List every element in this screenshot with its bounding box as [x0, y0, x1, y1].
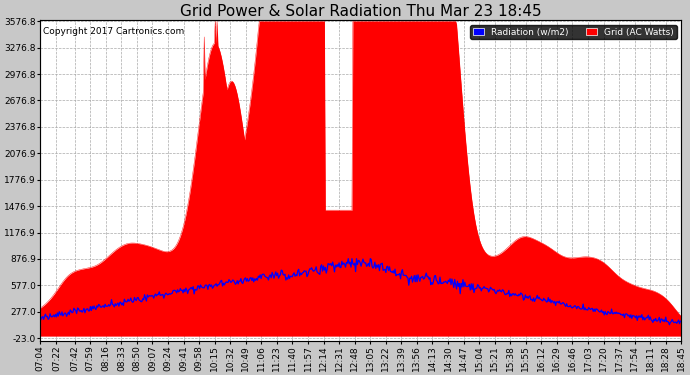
Text: Copyright 2017 Cartronics.com: Copyright 2017 Cartronics.com: [43, 27, 184, 36]
Title: Grid Power & Solar Radiation Thu Mar 23 18:45: Grid Power & Solar Radiation Thu Mar 23 …: [180, 4, 542, 19]
Legend: Radiation (w/m2), Grid (AC Watts): Radiation (w/m2), Grid (AC Watts): [470, 25, 677, 39]
